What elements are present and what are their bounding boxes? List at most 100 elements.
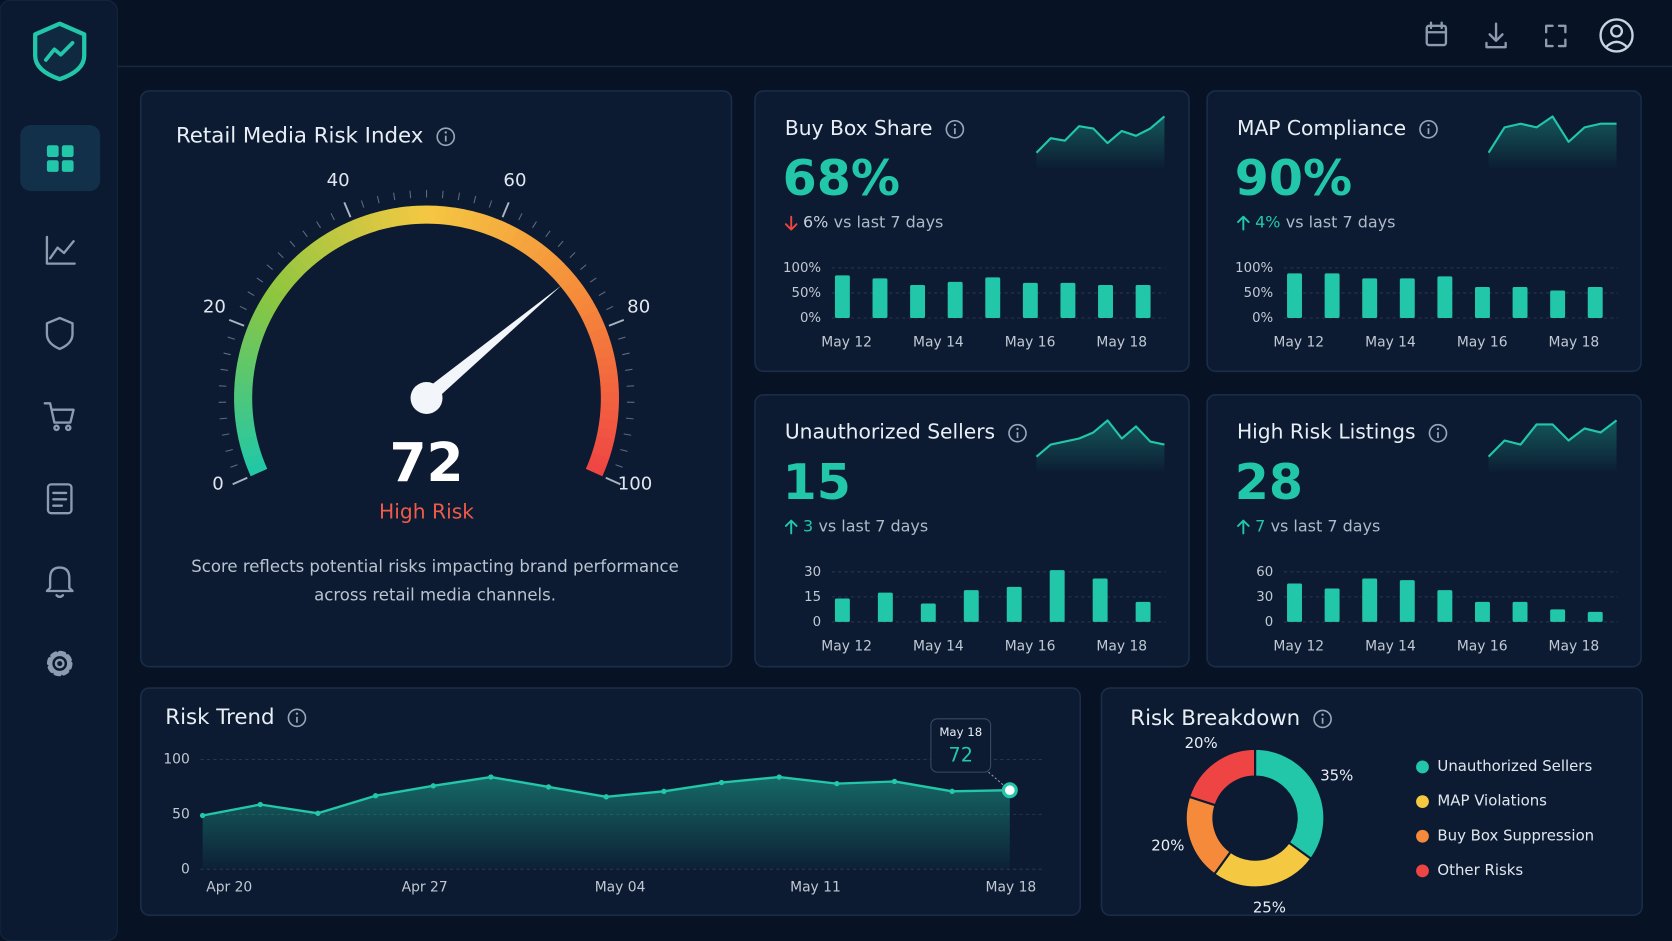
download-icon [1485, 22, 1507, 49]
gauge-arc [379, 209, 393, 230]
download-button[interactable] [1485, 22, 1507, 49]
nav-settings[interactable] [46, 650, 73, 677]
gauge-arc [551, 263, 571, 283]
info-icon[interactable] [287, 708, 307, 728]
kpi-value: 15 [783, 453, 851, 511]
cart-icon [43, 402, 75, 424]
gauge-arc [235, 418, 255, 431]
bar [1287, 583, 1302, 622]
gauge-minor-tick [457, 192, 461, 201]
info-circle [287, 708, 307, 728]
change-value: 3 [803, 517, 813, 536]
gauge-arc [334, 224, 352, 245]
y-tick-label: 60 [1256, 565, 1273, 580]
gauge-minor-tick [302, 230, 308, 238]
sparkline-area [1036, 420, 1165, 474]
gauge-arc [244, 326, 265, 342]
gauge-arc [310, 238, 329, 259]
bar [1399, 580, 1415, 622]
gauge-arc [501, 224, 519, 246]
nav-analytics[interactable] [45, 235, 76, 265]
kpi-value: 68% [783, 149, 900, 207]
donut-label: 20% [1151, 836, 1184, 854]
shield-icon [45, 316, 74, 351]
info-icon[interactable] [1313, 709, 1332, 729]
nav-alerts[interactable] [45, 566, 74, 599]
gauge-arc [295, 250, 316, 270]
nav-security[interactable] [45, 316, 74, 351]
gauge-arc [246, 460, 268, 477]
change-arrow [1237, 215, 1250, 231]
gauge-minor-tick [615, 464, 623, 468]
gauge-minor-tick [598, 291, 606, 297]
gauge-minor-tick [393, 192, 396, 201]
gauge-arc [260, 292, 281, 311]
gauge-minor-tick [620, 448, 628, 452]
donut-label: 35% [1320, 766, 1353, 784]
gauge-arc [397, 206, 410, 226]
info-circle [1008, 423, 1027, 443]
gauge-arc [469, 211, 484, 232]
calendar-lines [1425, 21, 1448, 34]
gauge-minor-tick [266, 264, 273, 270]
gauge-minor-tick [580, 264, 587, 270]
nav-cart[interactable] [43, 402, 75, 432]
fullscreen-button[interactable] [1545, 24, 1567, 48]
gauge-arc [594, 345, 615, 360]
gauge-minor-tick [532, 221, 537, 229]
gauge-minor-tick [220, 368, 229, 371]
card [139, 90, 733, 668]
bar [1098, 284, 1113, 319]
y-tick-label: 100% [783, 261, 821, 276]
bar [877, 592, 893, 622]
grid-square [61, 160, 74, 172]
y-tick-label: 0% [1252, 311, 1273, 326]
bar [834, 275, 850, 319]
change-value: 6% [803, 213, 828, 232]
gauge-arc [562, 277, 583, 297]
bar [1135, 284, 1151, 319]
logo[interactable] [33, 21, 87, 82]
change-arrow [784, 519, 798, 535]
gauge-minor-tick [488, 200, 493, 208]
trend-point-active [1001, 782, 1018, 799]
info-icon[interactable] [1428, 423, 1448, 443]
gauge-arc [247, 317, 269, 334]
fullscreen-icon [1545, 24, 1567, 48]
gauge-arc [594, 435, 615, 450]
gauge-tick [228, 318, 245, 327]
x-tick-label: May 18 [1549, 335, 1600, 351]
gear-teeth [46, 650, 73, 677]
trend-point [834, 780, 840, 787]
info-icon[interactable] [945, 119, 965, 139]
donut-segment [1187, 747, 1257, 807]
info-dot [1321, 713, 1324, 716]
tooltip-connector [988, 771, 1006, 788]
info-icon[interactable] [436, 127, 456, 147]
gauge-arc [235, 363, 256, 376]
gauge-description: Score reflects potential risks impacting… [191, 556, 679, 605]
sparkline-area [1036, 116, 1165, 170]
gauge-arc [234, 372, 254, 385]
gauge-minor-tick [256, 277, 264, 283]
gauge-arc [236, 427, 257, 440]
x-tick-label: May 12 [1273, 638, 1324, 654]
info-icon[interactable] [1419, 119, 1438, 139]
profile-button[interactable] [1599, 18, 1634, 53]
gauge-minor-tick [223, 352, 231, 356]
nav-reports[interactable] [46, 483, 73, 515]
calendar-button[interactable] [1425, 21, 1448, 47]
gauge-minor-tick [376, 195, 380, 204]
gauge-arc [585, 460, 607, 477]
x-tick-label: Apr 20 [206, 879, 252, 895]
bar [872, 278, 888, 319]
tooltip [930, 718, 992, 773]
y-tick-label: 50% [791, 286, 821, 301]
card-title: Buy Box Share [785, 116, 933, 140]
info-icon[interactable] [1008, 423, 1027, 443]
legend-swatch [1416, 829, 1429, 843]
kpi-value: 28 [1235, 453, 1303, 511]
gauge-minor-tick [230, 464, 238, 468]
nav-dashboard[interactable] [20, 125, 101, 192]
gauge-tick [343, 201, 352, 218]
